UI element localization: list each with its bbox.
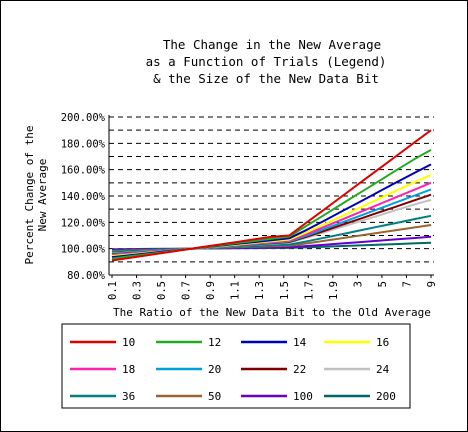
x-tick-label: 3 xyxy=(352,281,364,287)
x-tick-label: 0.3 xyxy=(132,281,144,300)
y-tick-label: 120.00% xyxy=(61,217,106,229)
x-tick-label: 7 xyxy=(401,281,413,287)
x-tick-label: 9 xyxy=(426,281,438,287)
x-tick-label: 0.1 xyxy=(107,281,119,300)
legend-label-10: 10 xyxy=(122,336,135,349)
x-tick-label: 1.3 xyxy=(254,281,266,300)
legend-label-12: 12 xyxy=(208,336,221,349)
legend-label-36: 36 xyxy=(122,390,135,403)
legend-label-14: 14 xyxy=(293,336,307,349)
x-tick-label: 1.9 xyxy=(328,281,340,300)
legend-label-22: 22 xyxy=(293,363,306,376)
y-axis-ticks: 80.00% 100.00% 120.00% 140.00% 160.00% 180.00… xyxy=(61,112,106,282)
y-tick-label: 140.00% xyxy=(61,191,106,203)
chart-title-line-3: & the Size of the New Data Bit xyxy=(153,71,379,86)
legend-label-18: 18 xyxy=(122,363,135,376)
legend-label-100: 100 xyxy=(293,390,313,403)
x-tick-label: 0.5 xyxy=(156,281,168,300)
y-axis-title-line-2: New Average xyxy=(36,159,49,232)
series-line-10 xyxy=(111,129,432,262)
y-tick-label: 160.00% xyxy=(61,165,106,177)
legend-label-200: 200 xyxy=(376,390,396,403)
legend: 10 12 14 16 18 20 22 24 36 50 100 200 xyxy=(70,336,396,403)
legend-label-50: 50 xyxy=(208,390,221,403)
legend-box xyxy=(61,323,411,409)
legend-label-16: 16 xyxy=(376,336,389,349)
x-tick-label: 1.1 xyxy=(230,281,242,300)
y-tick-label: 80.00% xyxy=(67,270,106,282)
chart-title-line-2: as a Function of Trials (Legend) xyxy=(146,54,387,69)
x-tick-label: 0.9 xyxy=(205,281,217,300)
x-tick-label: 1.5 xyxy=(279,281,291,300)
axes xyxy=(108,115,434,276)
y-tick-label: 100.00% xyxy=(61,244,106,256)
x-tick-label: 0.7 xyxy=(181,281,193,300)
y-axis-title-line-1: Percent Change of the xyxy=(23,125,36,264)
series-lines xyxy=(111,129,432,262)
chart-title-line-1: The Change in the New Average xyxy=(163,37,381,52)
x-axis-title: The Ratio of the New Data Bit to the Old… xyxy=(113,306,431,319)
x-tick-label: 5 xyxy=(377,281,389,287)
y-tick-label: 200.00% xyxy=(61,112,106,124)
legend-label-24: 24 xyxy=(376,363,390,376)
y-tick-label: 180.00% xyxy=(61,138,106,150)
x-tick-label: 1.7 xyxy=(303,281,315,300)
x-axis-ticks: 0.1 0.3 0.5 0.7 0.9 1.1 1.3 1.5 1.7 1.9 3 5 7 9 xyxy=(107,275,438,300)
legend-label-20: 20 xyxy=(208,363,221,376)
